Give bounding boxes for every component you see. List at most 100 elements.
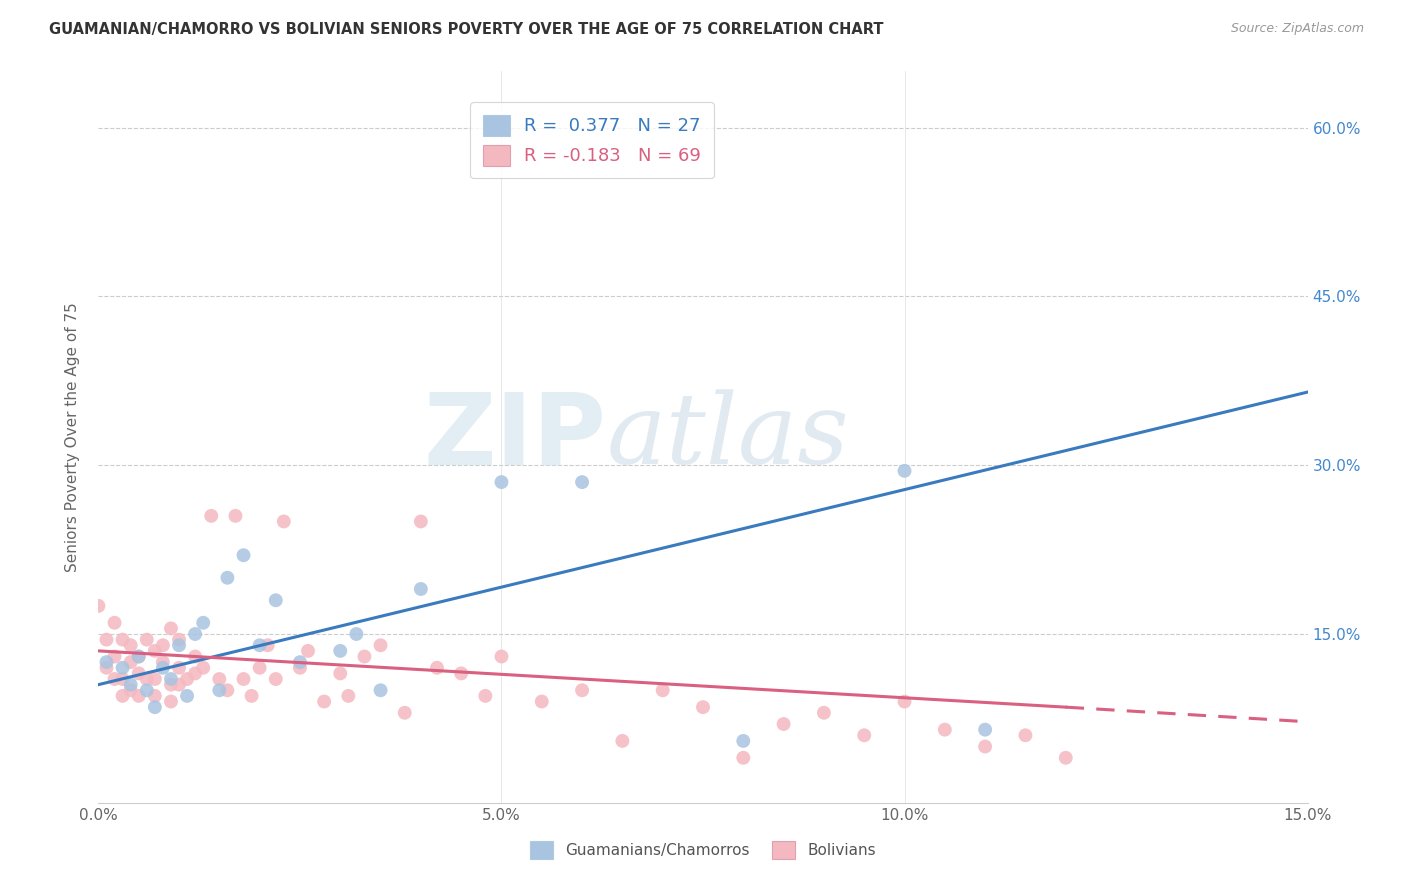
Legend: Guamanians/Chamorros, Bolivians: Guamanians/Chamorros, Bolivians bbox=[520, 832, 886, 868]
Point bbox=[224, 508, 246, 523]
Point bbox=[813, 706, 835, 720]
Point bbox=[128, 649, 150, 664]
Point bbox=[128, 689, 150, 703]
Point bbox=[288, 661, 311, 675]
Point bbox=[409, 582, 432, 596]
Point bbox=[96, 661, 118, 675]
Point bbox=[193, 661, 215, 675]
Point bbox=[120, 683, 142, 698]
Point bbox=[893, 694, 915, 708]
Point bbox=[96, 632, 118, 647]
Point bbox=[135, 683, 157, 698]
Point bbox=[111, 689, 134, 703]
Point bbox=[571, 683, 593, 698]
Point bbox=[651, 683, 673, 698]
Point bbox=[853, 728, 876, 742]
Point bbox=[167, 638, 190, 652]
Text: GUAMANIAN/CHAMORRO VS BOLIVIAN SENIORS POVERTY OVER THE AGE OF 75 CORRELATION CH: GUAMANIAN/CHAMORRO VS BOLIVIAN SENIORS P… bbox=[49, 22, 884, 37]
Point bbox=[612, 734, 634, 748]
Point bbox=[167, 661, 190, 675]
Point bbox=[370, 638, 392, 652]
Point bbox=[152, 655, 174, 669]
Point bbox=[370, 683, 392, 698]
Point bbox=[193, 615, 215, 630]
Y-axis label: Seniors Poverty Over the Age of 75: Seniors Poverty Over the Age of 75 bbox=[65, 302, 80, 572]
Point bbox=[120, 638, 142, 652]
Point bbox=[120, 678, 142, 692]
Point bbox=[450, 666, 472, 681]
Text: ZIP: ZIP bbox=[423, 389, 606, 485]
Point bbox=[273, 515, 295, 529]
Point bbox=[103, 615, 125, 630]
Point bbox=[111, 672, 134, 686]
Point bbox=[426, 661, 449, 675]
Point bbox=[297, 644, 319, 658]
Point bbox=[152, 638, 174, 652]
Point bbox=[176, 672, 198, 686]
Point bbox=[314, 694, 336, 708]
Point bbox=[208, 683, 231, 698]
Point bbox=[128, 666, 150, 681]
Point bbox=[394, 706, 416, 720]
Point bbox=[111, 661, 134, 675]
Point bbox=[256, 638, 278, 652]
Point bbox=[329, 644, 352, 658]
Point bbox=[200, 508, 222, 523]
Point bbox=[733, 751, 755, 765]
Point bbox=[160, 621, 183, 635]
Point bbox=[249, 638, 271, 652]
Point bbox=[733, 734, 755, 748]
Text: atlas: atlas bbox=[606, 390, 849, 484]
Point bbox=[103, 672, 125, 686]
Point bbox=[288, 655, 311, 669]
Point bbox=[571, 475, 593, 489]
Point bbox=[143, 689, 166, 703]
Point bbox=[167, 678, 190, 692]
Point bbox=[135, 672, 157, 686]
Point bbox=[87, 599, 110, 613]
Point bbox=[249, 661, 271, 675]
Point bbox=[974, 723, 997, 737]
Point bbox=[337, 689, 360, 703]
Point bbox=[1014, 728, 1036, 742]
Point bbox=[135, 632, 157, 647]
Point bbox=[184, 649, 207, 664]
Point bbox=[772, 717, 794, 731]
Point bbox=[893, 464, 915, 478]
Point bbox=[128, 649, 150, 664]
Point bbox=[240, 689, 263, 703]
Point bbox=[232, 672, 254, 686]
Point bbox=[160, 694, 183, 708]
Point bbox=[208, 672, 231, 686]
Point bbox=[143, 672, 166, 686]
Point bbox=[329, 666, 352, 681]
Point bbox=[232, 548, 254, 562]
Point bbox=[143, 700, 166, 714]
Point bbox=[160, 672, 183, 686]
Point bbox=[111, 632, 134, 647]
Point bbox=[176, 689, 198, 703]
Point bbox=[160, 678, 183, 692]
Point bbox=[344, 627, 367, 641]
Point bbox=[143, 644, 166, 658]
Point bbox=[474, 689, 496, 703]
Point bbox=[530, 694, 553, 708]
Point bbox=[120, 655, 142, 669]
Point bbox=[184, 666, 207, 681]
Point bbox=[264, 593, 287, 607]
Text: Source: ZipAtlas.com: Source: ZipAtlas.com bbox=[1230, 22, 1364, 36]
Point bbox=[934, 723, 956, 737]
Point bbox=[103, 649, 125, 664]
Point bbox=[491, 649, 513, 664]
Point bbox=[974, 739, 997, 754]
Point bbox=[353, 649, 375, 664]
Point bbox=[167, 632, 190, 647]
Point bbox=[217, 571, 239, 585]
Point bbox=[152, 661, 174, 675]
Point bbox=[264, 672, 287, 686]
Point bbox=[96, 655, 118, 669]
Point bbox=[184, 627, 207, 641]
Point bbox=[1054, 751, 1077, 765]
Point bbox=[692, 700, 714, 714]
Point bbox=[491, 475, 513, 489]
